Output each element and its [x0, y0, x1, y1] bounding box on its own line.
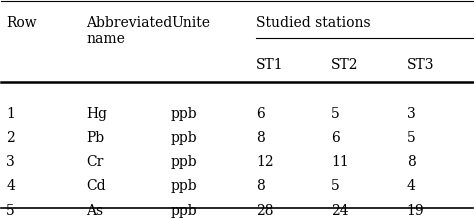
- Text: 2: 2: [6, 131, 15, 145]
- Text: 8: 8: [256, 179, 264, 193]
- Text: ppb: ppb: [171, 131, 198, 145]
- Text: ST1: ST1: [256, 58, 283, 72]
- Text: 4: 4: [407, 179, 416, 193]
- Text: Abbreviated
name: Abbreviated name: [86, 16, 173, 46]
- Text: ppb: ppb: [171, 107, 198, 120]
- Text: 4: 4: [6, 179, 15, 193]
- Text: ppb: ppb: [171, 179, 198, 193]
- Text: 5: 5: [331, 179, 340, 193]
- Text: 3: 3: [407, 107, 415, 120]
- Text: As: As: [86, 204, 103, 218]
- Text: ST2: ST2: [331, 58, 359, 72]
- Text: Unite: Unite: [171, 16, 210, 30]
- Text: 6: 6: [256, 107, 264, 120]
- Text: 24: 24: [331, 204, 349, 218]
- Text: 8: 8: [256, 131, 264, 145]
- Text: 3: 3: [6, 155, 15, 169]
- Text: ST3: ST3: [407, 58, 434, 72]
- Text: ppb: ppb: [171, 204, 198, 218]
- Text: Cd: Cd: [86, 179, 106, 193]
- Text: 5: 5: [6, 204, 15, 218]
- Text: Pb: Pb: [86, 131, 104, 145]
- Text: 5: 5: [407, 131, 415, 145]
- Text: 8: 8: [407, 155, 415, 169]
- Text: Row: Row: [6, 16, 36, 30]
- Text: 12: 12: [256, 155, 273, 169]
- Text: 11: 11: [331, 155, 349, 169]
- Text: 6: 6: [331, 131, 340, 145]
- Text: Hg: Hg: [86, 107, 107, 120]
- Text: 19: 19: [407, 204, 424, 218]
- Text: ppb: ppb: [171, 155, 198, 169]
- Text: 1: 1: [6, 107, 15, 120]
- Text: Studied stations: Studied stations: [256, 16, 371, 30]
- Text: 28: 28: [256, 204, 273, 218]
- Text: 5: 5: [331, 107, 340, 120]
- Text: Cr: Cr: [86, 155, 104, 169]
